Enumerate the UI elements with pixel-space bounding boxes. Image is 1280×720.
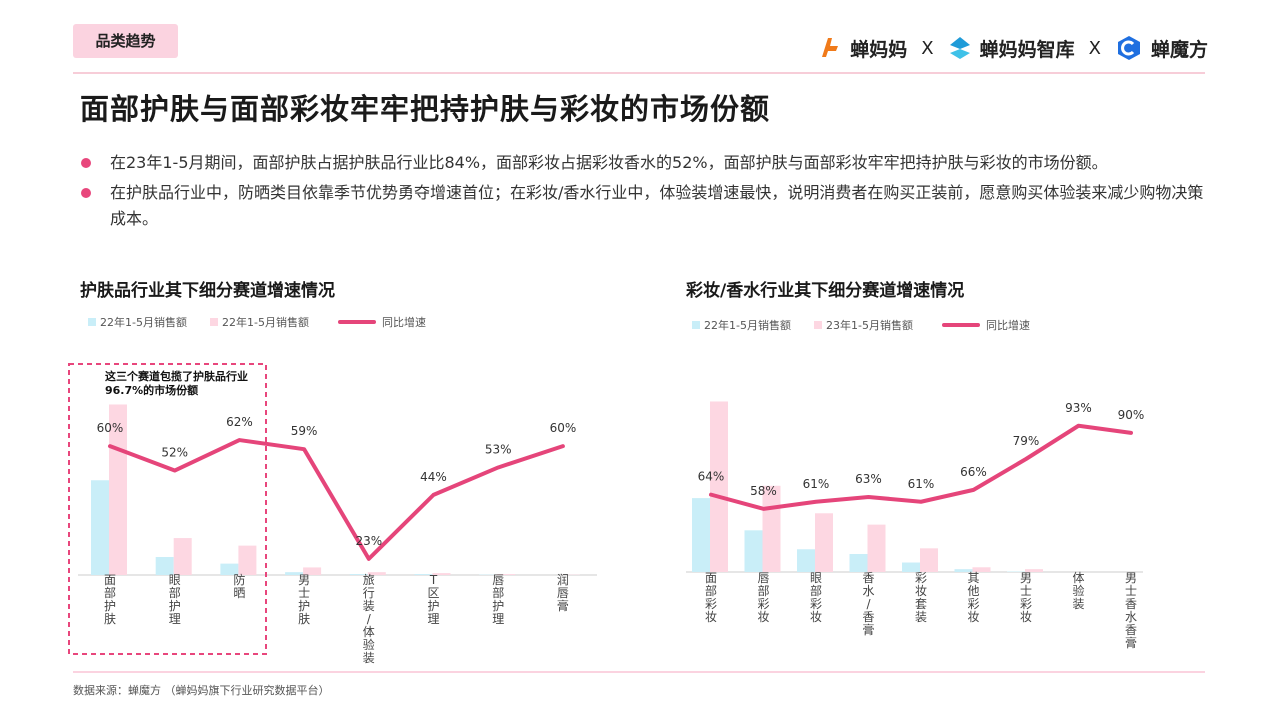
data-label: 60% — [97, 421, 124, 435]
x-tick-label: 其他彩妆 — [967, 571, 979, 624]
bullet-dot — [81, 188, 91, 198]
x-tick-label: 香水/香膏 — [862, 571, 874, 637]
bar — [432, 573, 451, 575]
chart-title-makeup: 彩妆/香水行业其下细分赛道增速情况 — [686, 281, 965, 301]
data-label: 93% — [1065, 401, 1092, 415]
x-tick-label: 彩妆套装 — [915, 571, 927, 624]
bar — [744, 530, 763, 572]
bar — [414, 574, 433, 575]
data-label: 59% — [291, 424, 318, 438]
data-label: 62% — [226, 415, 253, 429]
legend-swatch — [692, 321, 700, 329]
highlight-box — [68, 363, 267, 655]
bar — [692, 498, 710, 572]
section-tag: 品类趋势 — [73, 24, 178, 58]
logo-separator: X — [1088, 37, 1101, 59]
data-label: 61% — [908, 477, 935, 491]
bar — [972, 567, 991, 572]
data-label: 60% — [550, 421, 577, 435]
bullet-text: 在23年1-5月期间，面部护肤占据护肤品行业比84%，面部彩妆占据彩妆香水的52… — [110, 153, 1108, 172]
data-label: 79% — [1013, 434, 1040, 448]
x-tick-label: 面部护肤 — [104, 573, 116, 626]
bar — [1025, 569, 1043, 572]
header-divider — [73, 72, 1205, 74]
chart-title-skincare: 护肤品行业其下细分赛道增速情况 — [80, 281, 335, 301]
growth-line — [108, 438, 565, 561]
growth-line — [709, 423, 1133, 511]
data-label: 44% — [420, 470, 447, 484]
legend-label: 同比增速 — [986, 318, 1030, 332]
bar — [220, 563, 239, 575]
x-tick-label: 唇部彩妆 — [757, 571, 769, 624]
bar — [762, 485, 781, 572]
x-tick-label: 防晒 — [233, 572, 245, 600]
x-tick-label: 眼部护理 — [169, 573, 181, 626]
bar — [710, 401, 728, 572]
legend-label: 22年1-5月销售额 — [100, 315, 187, 329]
x-tick-label: T 区护理 — [427, 573, 439, 626]
chanmama-logo-text: 蝉妈妈 — [850, 38, 908, 61]
x-tick-label: 面部彩妆 — [705, 571, 717, 624]
bullet-item: 在23年1-5月期间，面部护肤占据护肤品行业比84%，面部彩妆占据彩妆香水的52… — [80, 150, 1210, 176]
bar — [497, 574, 516, 575]
x-tick-label: 眼部彩妆 — [810, 571, 822, 624]
chanmama-zhiku-logo-icon — [949, 37, 970, 59]
x-tick-label: 润唇膏 — [557, 573, 569, 613]
bullet-item: 在护肤品行业中，防晒类目依靠季节优势勇夺增速首位；在彩妆/香水行业中，体验装增速… — [80, 180, 1210, 232]
chanmofang-logo-icon — [1117, 36, 1140, 60]
bullet-text: 在护肤品行业中，防晒类目依靠季节优势勇夺增速首位；在彩妆/香水行业中，体验装增速… — [110, 183, 1204, 228]
data-source: 数据来源：蝉魔方 （蝉妈妈旗下行业研究数据平台） — [73, 684, 330, 697]
page-title: 面部护肤与面部彩妆牢牢把持护肤与彩妆的市场份额 — [80, 92, 771, 126]
bar — [349, 574, 368, 575]
legend-label: 同比增速 — [382, 315, 426, 329]
bullet-list: 在23年1-5月期间，面部护肤占据护肤品行业比84%，面部彩妆占据彩妆香水的52… — [80, 150, 1210, 236]
bar — [797, 549, 815, 572]
bar — [849, 554, 868, 572]
data-label: 58% — [750, 484, 777, 498]
bar — [91, 480, 109, 575]
data-label: 61% — [803, 477, 830, 491]
data-label: 52% — [161, 446, 188, 460]
bar — [920, 548, 938, 572]
data-label: 63% — [855, 472, 882, 486]
bullet-dot — [81, 158, 91, 168]
chanmama-logo-icon — [822, 38, 839, 57]
bar — [155, 557, 174, 575]
chanmofang-logo-text: 蝉魔方 — [1150, 38, 1208, 61]
bar — [815, 513, 833, 572]
x-tick-label: 唇部护理 — [492, 573, 504, 626]
legend-swatch — [210, 318, 218, 326]
bar — [867, 524, 886, 572]
footer-divider — [73, 671, 1205, 673]
bar — [285, 572, 304, 575]
chanmama-zhiku-logo-text: 蝉妈妈智库 — [979, 38, 1075, 61]
bar — [303, 567, 322, 575]
bar — [238, 545, 257, 575]
logo-separator: X — [921, 37, 934, 59]
bar — [902, 562, 920, 572]
x-tick-label: 男士彩妆 — [1020, 571, 1032, 624]
x-tick-label: 男士护肤 — [298, 573, 310, 626]
data-label: 23% — [355, 534, 382, 548]
data-label: 66% — [960, 465, 987, 479]
x-tick-label: 男士香水香膏 — [1125, 571, 1137, 650]
data-label: 64% — [698, 470, 725, 484]
legend-label: 22年1-5月销售额 — [222, 315, 309, 329]
data-label: 53% — [485, 442, 512, 456]
bar — [173, 538, 192, 575]
data-label: 90% — [1118, 408, 1145, 422]
legend-swatch — [814, 321, 822, 329]
bar — [954, 569, 973, 572]
legend-swatch — [88, 318, 96, 326]
x-tick-label: 旅行装/体验装 — [363, 573, 375, 665]
legend-label: 23年1-5月销售额 — [826, 318, 913, 332]
x-tick-label: 体验装 — [1072, 571, 1084, 611]
partner-logos: 蝉妈妈 X 蝉妈妈智库 X 蝉魔方 — [818, 30, 1208, 66]
legend-label: 22年1-5月销售额 — [704, 318, 791, 332]
bar — [367, 572, 386, 575]
annotation-note: 这三个赛道包揽了护肤品行业96.7%的市场份额 — [105, 370, 248, 397]
